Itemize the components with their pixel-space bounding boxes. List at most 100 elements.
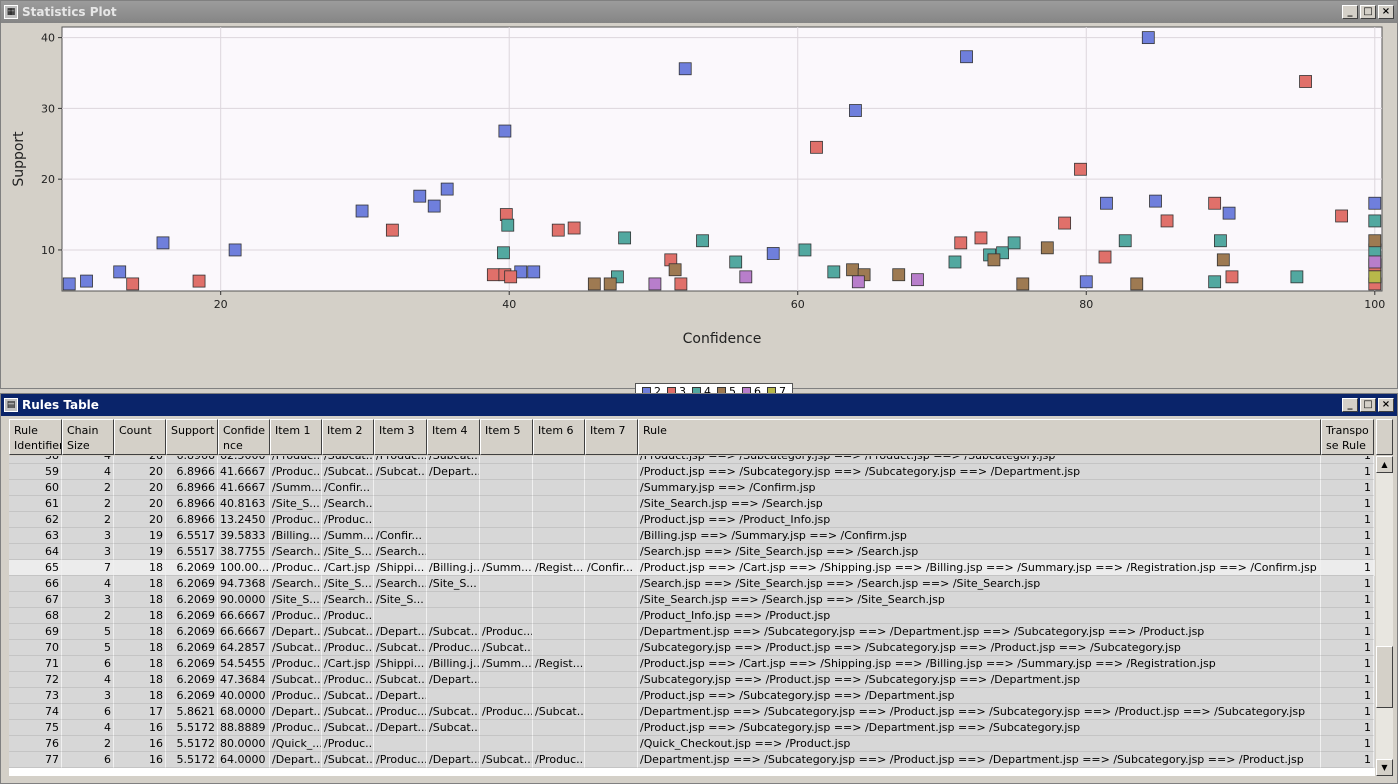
table-cell: 20: [114, 496, 166, 512]
table-cell: 6.2069: [166, 576, 218, 592]
column-header[interactable]: Transpo se Rule: [1321, 419, 1374, 455]
table-body[interactable]: 584206.896662.5000/Produc.../Subcat.../P…: [9, 456, 1375, 776]
legend-label: 3: [679, 385, 686, 398]
column-header[interactable]: Item 2: [322, 419, 374, 455]
column-header[interactable]: Rule Identifier: [9, 419, 62, 455]
minimize-button[interactable]: _: [1342, 398, 1358, 412]
table-row[interactable]: 61 2 20 6.8966 40.8163/Site_S.../Search... /S…: [9, 496, 1375, 512]
data-point-series-2: [1149, 194, 1162, 208]
table-cell: 6.2069: [166, 656, 218, 672]
scroll-down-icon[interactable]: ▼: [1376, 759, 1393, 776]
vertical-scrollbar[interactable]: ▲ ▼: [1376, 456, 1393, 776]
table-cell: [480, 464, 533, 480]
table-cell: 18: [114, 656, 166, 672]
table-row[interactable]: 73 3 18 6.2069 40.0000/Produc.../Subcat.../D…: [9, 688, 1375, 704]
column-header[interactable]: Support: [166, 419, 218, 455]
table-cell: [480, 736, 533, 752]
column-header[interactable]: Item 5: [480, 419, 533, 455]
table-row[interactable]: 67 3 18 6.2069 90.0000/Site_S.../Search.../S…: [9, 592, 1375, 608]
table-cell: 1: [1321, 736, 1374, 752]
data-point-series-4: [827, 265, 841, 279]
table-cell: /Subcat...: [270, 640, 322, 656]
table-row[interactable]: 74 6 17 5.8621 68.0000/Depart.../Subcat.../P…: [9, 704, 1375, 720]
legend-label: 6: [754, 385, 761, 398]
table-cell: 6.2069: [166, 624, 218, 640]
table-cell: [533, 640, 585, 656]
table-row[interactable]: 63 3 19 6.5517 39.5833/Billing.../Summ.../Co…: [9, 528, 1375, 544]
column-header-line1: Rule: [643, 424, 667, 437]
table-cell: /Quick_Checkout.jsp ==> /Product.jsp: [638, 736, 1321, 752]
column-header[interactable]: Rule: [638, 419, 1321, 455]
table-row[interactable]: 60 2 20 6.8966 41.6667/Summ.../Confir... /Sum…: [9, 480, 1375, 496]
table-cell: 6: [62, 656, 114, 672]
table-row[interactable]: 76 2 16 5.5172 80.0000/Quick_.../Produc... /Q…: [9, 736, 1375, 752]
table-row[interactable]: 68 2 18 6.2069 66.6667/Produc.../Produc... /P…: [9, 608, 1375, 624]
data-point-series-2: [1222, 206, 1236, 220]
table-cell: /Subcat...: [374, 640, 427, 656]
table-row[interactable]: 64 3 19 6.5517 38.7755/Search.../Site_S.../S…: [9, 544, 1375, 560]
table-row[interactable]: 75 4 16 5.5172 88.8889/Produc.../Subcat.../D…: [9, 720, 1375, 736]
plot-area: 20 40 60 80 100 10 20 30 40 Confidence Support 2 3 4…: [1, 23, 1397, 400]
scroll-up-icon[interactable]: ▲: [1376, 456, 1393, 473]
column-header[interactable]: Item 4: [427, 419, 480, 455]
table-cell: 62.5000: [218, 456, 270, 464]
column-header[interactable]: Confide nce: [218, 419, 270, 455]
table-row[interactable]: 70 5 18 6.2069 64.2857/Subcat.../Produc.../S…: [9, 640, 1375, 656]
table-cell: 5.5172: [166, 736, 218, 752]
table-cell: /Depart...: [427, 672, 480, 688]
minimize-button[interactable]: _: [1342, 5, 1358, 19]
table-row[interactable]: 584206.896662.5000/Produc.../Subcat.../P…: [9, 456, 1375, 464]
column-header[interactable]: Item 6: [533, 419, 585, 455]
table-cell: 19: [114, 528, 166, 544]
table-cell: /Billing.jsp ==> /Summary.jsp ==> /Confi…: [638, 528, 1321, 544]
data-point-series-6: [648, 277, 662, 291]
table-cell: 1: [1321, 656, 1374, 672]
table-cell: [480, 456, 533, 464]
table-cell: /Produc...: [374, 704, 427, 720]
column-header-line1: Item 7: [590, 424, 626, 437]
table-cell: 2: [62, 480, 114, 496]
table-row[interactable]: 59 4 20 6.8966 41.6667/Produc.../Subcat.../S…: [9, 464, 1375, 480]
table-cell: /Subcat...: [427, 720, 480, 736]
table-row[interactable]: 65 7 18 6.2069 100.00.../Produc.../Cart.jsp /…: [9, 560, 1375, 576]
table-row[interactable]: 62 2 20 6.8966 13.2450/Produc.../Produc... /P…: [9, 512, 1375, 528]
table-cell: /Produc...: [270, 608, 322, 624]
table-cell: /Subcat...: [374, 672, 427, 688]
scrollbar-thumb[interactable]: [1376, 646, 1393, 708]
table-cell: 64: [9, 544, 62, 560]
table-cell: /Depart...: [270, 624, 322, 640]
column-header[interactable]: Count: [114, 419, 166, 455]
table-row[interactable]: 69 5 18 6.2069 66.6667/Depart.../Subcat.../D…: [9, 624, 1375, 640]
table-row[interactable]: 77 6 16 5.5172 64.0000/Depart.../Subcat.../P…: [9, 752, 1375, 768]
data-point-series-3: [1160, 214, 1174, 228]
table-row[interactable]: 66 4 18 6.2069 94.7368/Search.../Site_S.../S…: [9, 576, 1375, 592]
data-point-series-5: [1368, 234, 1382, 248]
column-header[interactable]: Item 3: [374, 419, 427, 455]
table-cell: [533, 496, 585, 512]
table-titlebar[interactable]: ▤ Rules Table _ □ ×: [1, 394, 1397, 416]
data-point-series-2: [849, 104, 862, 117]
close-button[interactable]: ×: [1378, 398, 1394, 412]
table-cell: /Produc...: [270, 464, 322, 480]
column-header[interactable]: Chain Size: [62, 419, 114, 455]
table-row[interactable]: 71 6 18 6.2069 54.5455/Produc.../Cart.jsp/Sh…: [9, 656, 1375, 672]
data-point-series-6: [739, 270, 753, 284]
plot-titlebar[interactable]: ▦ Statistics Plot _ □ ×: [1, 1, 1397, 23]
column-header-line1: Chain: [67, 424, 99, 437]
close-button[interactable]: ×: [1378, 5, 1394, 19]
table-cell: 6: [62, 704, 114, 720]
maximize-button[interactable]: □: [1360, 398, 1376, 412]
table-cell: 1: [1321, 592, 1374, 608]
table-cell: [533, 624, 585, 640]
table-cell: [585, 672, 638, 688]
maximize-button[interactable]: □: [1360, 5, 1376, 19]
table-cell: [480, 496, 533, 512]
table-cell: [480, 608, 533, 624]
column-header[interactable]: Item 7: [585, 419, 638, 455]
table-cell: 64.2857: [218, 640, 270, 656]
table-cell: [585, 464, 638, 480]
column-header[interactable]: Item 1: [270, 419, 322, 455]
table-row[interactable]: 72 4 18 6.2069 47.3684/Subcat.../Produc.../S…: [9, 672, 1375, 688]
table-cell: 66: [9, 576, 62, 592]
table-cell: [427, 608, 480, 624]
